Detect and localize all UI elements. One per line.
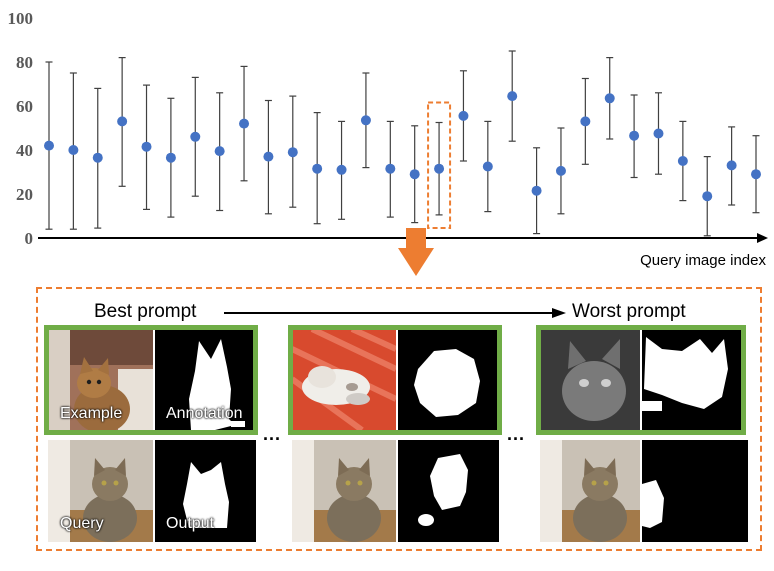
worst-prompt-label: Worst prompt	[572, 301, 686, 322]
query-image	[48, 440, 153, 542]
data-point	[312, 163, 323, 174]
y-tick-label: 0	[25, 229, 34, 248]
data-point	[629, 130, 640, 141]
highlight-box	[427, 101, 452, 229]
error-bar-chart: 0 20 40 60 80 100 Query image index	[8, 9, 768, 276]
data-point	[117, 116, 128, 127]
data-point	[751, 169, 761, 180]
data-point	[239, 118, 250, 129]
data-point	[360, 115, 371, 126]
data-point	[677, 156, 688, 166]
x-axis-arrowhead	[757, 233, 768, 243]
data-point	[68, 145, 79, 155]
data-point	[653, 128, 664, 139]
best-prompt-label: Best prompt	[94, 301, 197, 322]
example-image	[48, 329, 153, 430]
example-image-2	[292, 329, 396, 430]
query-image-3	[540, 440, 640, 542]
data-points	[44, 91, 761, 202]
y-axis-ticks: 0 20 40 60 80 100	[8, 9, 34, 248]
example-caption: Example	[60, 405, 123, 422]
data-point	[141, 141, 152, 152]
y-tick-label: 60	[16, 97, 33, 116]
y-tick-label: 80	[16, 53, 33, 72]
data-point	[434, 163, 445, 174]
data-point	[263, 151, 274, 162]
data-point	[165, 152, 176, 163]
y-tick-label: 40	[16, 141, 33, 160]
output-mask-image-3	[642, 440, 748, 542]
data-point	[44, 140, 54, 151]
ellipsis-2: ...	[507, 424, 526, 444]
data-point	[482, 161, 493, 172]
data-point	[287, 147, 298, 158]
data-point	[409, 169, 420, 180]
output-caption: Output	[166, 515, 215, 532]
query-image-2	[292, 440, 396, 542]
data-point	[507, 91, 518, 102]
ellipsis-1: ...	[263, 424, 282, 444]
y-tick-label: 100	[8, 9, 34, 28]
best-prompt-frame	[44, 325, 258, 435]
data-point	[336, 164, 347, 175]
annotation-caption: Annotation	[166, 405, 243, 422]
output-mask-image	[155, 440, 256, 542]
annotation-mask-image-2	[398, 329, 499, 430]
data-point	[702, 191, 713, 202]
query-caption: Query	[60, 515, 104, 532]
prompt-comparison-panel	[36, 287, 762, 551]
annotation-mask-image-3	[642, 329, 742, 430]
data-point	[726, 160, 737, 171]
data-point	[580, 116, 591, 127]
annotation-mask-image	[155, 329, 256, 430]
down-arrow-icon	[398, 228, 434, 276]
data-point	[604, 93, 615, 104]
data-point	[458, 110, 469, 121]
example-image-3	[540, 329, 640, 430]
data-point	[385, 163, 396, 174]
data-point	[555, 165, 566, 176]
data-point	[92, 152, 103, 163]
data-point	[190, 131, 201, 142]
data-point	[214, 146, 225, 157]
worst-prompt-frame	[536, 325, 746, 435]
error-bars	[45, 50, 760, 237]
y-tick-label: 20	[16, 185, 33, 204]
x-axis-label: Query image index	[640, 252, 766, 269]
best-to-worst-arrow	[224, 308, 566, 318]
prompt-frame-2	[288, 325, 502, 435]
data-point	[531, 185, 542, 196]
output-mask-image-2	[398, 440, 499, 542]
